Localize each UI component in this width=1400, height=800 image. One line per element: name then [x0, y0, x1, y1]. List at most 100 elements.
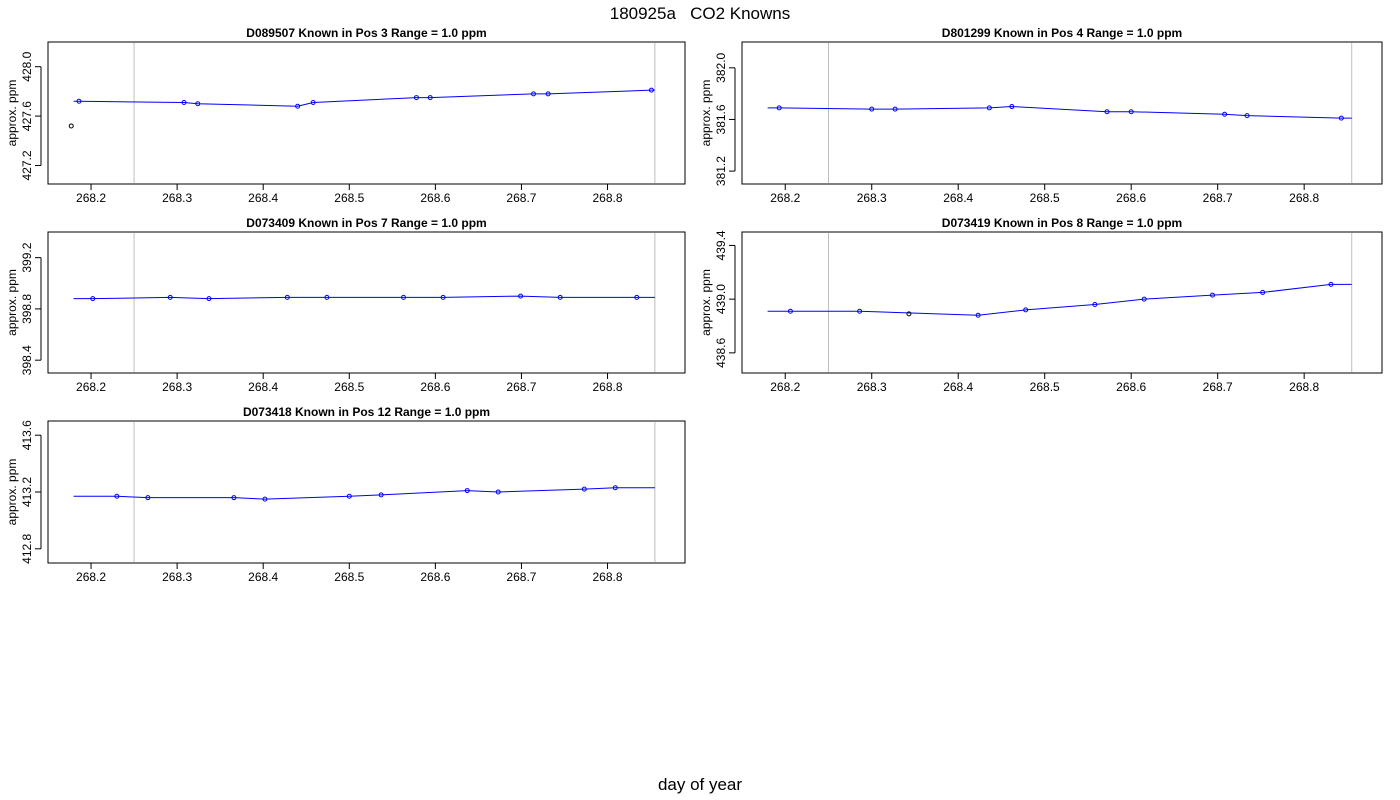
y-tick-label: 439.0 [714, 284, 728, 314]
data-point [413, 95, 419, 101]
plot-panel-3: D073409 Known in Pos 7 Range = 1.0 ppm 26… [5, 216, 686, 394]
data-point [114, 493, 120, 499]
series-line [767, 283, 1352, 316]
data-point [167, 294, 173, 300]
data-point [1104, 109, 1110, 115]
x-tick-label: 268.2 [76, 191, 106, 205]
x-tick-label: 268.7 [1203, 191, 1233, 205]
x-tick-label: 268.2 [76, 380, 106, 394]
x-tick-label: 268.2 [770, 191, 800, 205]
y-tick-label: 413.6 [20, 420, 34, 450]
series-line [767, 106, 1352, 119]
panel-title: D089507 Known in Pos 3 Range = 1.0 ppm [246, 26, 486, 40]
plot-panel-5: D073418 Known in Pos 12 Range = 1.0 ppm 2… [5, 405, 686, 584]
y-tick-label: 413.2 [20, 477, 34, 507]
data-point [145, 495, 151, 501]
y-axis-label: approx. ppm [5, 269, 19, 336]
data-point [1092, 302, 1098, 308]
data-point [195, 101, 201, 107]
panel-title: D073419 Known in Pos 8 Range = 1.0 ppm [942, 216, 1182, 230]
x-tick-label: 268.7 [506, 191, 536, 205]
x-tick-label: 268.3 [162, 380, 192, 394]
data-point [1260, 289, 1266, 295]
data-point [1328, 281, 1334, 287]
y-tick-label: 438.6 [714, 338, 728, 368]
x-tick-label: 268.8 [1289, 191, 1319, 205]
x-tick-label: 268.7 [506, 380, 536, 394]
data-point [181, 100, 187, 106]
y-axis-label: approx. ppm [5, 459, 19, 526]
data-point [776, 105, 782, 111]
x-tick-label: 268.5 [1030, 191, 1060, 205]
data-point [464, 488, 470, 494]
data-point [557, 294, 563, 300]
y-tick-label: 398.4 [20, 345, 34, 375]
plot-frame [741, 41, 1383, 185]
data-point [1009, 104, 1015, 110]
series-line [73, 89, 655, 107]
data-point [857, 308, 863, 314]
data-point [295, 103, 301, 109]
x-tick-label: 268.4 [248, 380, 278, 394]
data-point [1338, 115, 1344, 121]
y-tick-label: 398.8 [20, 294, 34, 324]
x-tick-label: 268.3 [857, 191, 887, 205]
x-tick-label: 268.3 [162, 570, 192, 584]
data-point [975, 312, 981, 318]
data-point [1141, 296, 1147, 302]
data-point [440, 294, 446, 300]
data-point [1209, 292, 1215, 298]
data-point [869, 106, 875, 112]
panel-title: D801299 Known in Pos 4 Range = 1.0 ppm [942, 26, 1182, 40]
plot-frame [47, 41, 686, 185]
x-tick-label: 268.5 [334, 191, 364, 205]
x-tick-label: 268.6 [1116, 191, 1146, 205]
y-axis-label: approx. ppm [5, 80, 19, 147]
data-point [346, 493, 352, 499]
plot-panel-1: D089507 Known in Pos 3 Range = 1.0 ppm 26… [5, 26, 686, 205]
data-point [1244, 113, 1250, 119]
y-tick-label: 439.4 [714, 230, 728, 260]
y-axis-label: approx. ppm [699, 269, 713, 336]
y-tick-label: 428.0 [20, 51, 34, 81]
x-tick-label: 268.4 [248, 570, 278, 584]
data-point [892, 106, 898, 112]
data-point [378, 492, 384, 498]
plot-panel-2: D801299 Known in Pos 4 Range = 1.0 ppm 26… [699, 26, 1383, 205]
x-tick-label: 268.7 [1203, 380, 1233, 394]
x-tick-label: 268.5 [334, 380, 364, 394]
y-tick-label: 381.6 [714, 104, 728, 134]
y-tick-label: 399.2 [20, 242, 34, 272]
plot-frame [47, 420, 686, 564]
x-tick-label: 268.2 [76, 570, 106, 584]
plot-frame [741, 231, 1383, 374]
series-line [73, 295, 655, 300]
x-tick-label: 268.8 [593, 570, 623, 584]
x-tick-label: 268.6 [420, 570, 450, 584]
panel-title: D073409 Known in Pos 7 Range = 1.0 ppm [246, 216, 486, 230]
x-tick-label: 268.2 [770, 380, 800, 394]
data-point [612, 485, 618, 491]
x-axis-title: day of year [657, 775, 743, 794]
x-tick-label: 268.4 [943, 380, 973, 394]
x-tick-label: 268.6 [1116, 380, 1146, 394]
panel-title: D073418 Known in Pos 12 Range = 1.0 ppm [243, 405, 490, 419]
x-tick-label: 268.3 [162, 191, 192, 205]
data-point [1128, 109, 1134, 115]
x-tick-label: 268.4 [248, 191, 278, 205]
data-point [648, 87, 654, 93]
y-axis-label: approx. ppm [699, 80, 713, 147]
y-tick-label: 382.0 [714, 52, 728, 82]
outlier-point [68, 123, 74, 129]
y-tick-label: 427.6 [20, 101, 34, 131]
data-point [231, 495, 237, 501]
outlier-point [906, 311, 912, 317]
plot-frame [47, 231, 686, 374]
data-point [427, 95, 433, 101]
data-point [634, 294, 640, 300]
x-tick-label: 268.4 [943, 191, 973, 205]
data-point [76, 98, 82, 104]
data-point [284, 294, 290, 300]
data-point [986, 105, 992, 111]
x-tick-label: 268.8 [593, 191, 623, 205]
